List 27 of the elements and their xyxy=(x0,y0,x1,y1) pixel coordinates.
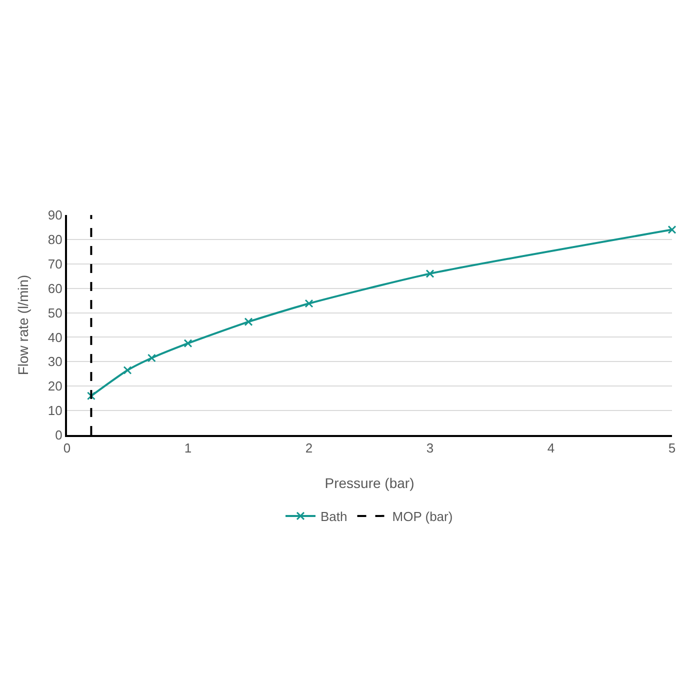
y-axis-title: Flow rate (l/min) xyxy=(15,274,31,376)
point xyxy=(426,269,434,278)
point xyxy=(123,366,132,374)
point xyxy=(244,318,253,326)
y-tick-label: 80 xyxy=(48,232,62,247)
x-axis-title: Pressure (bar) xyxy=(324,475,414,491)
y-tick-label: 30 xyxy=(48,354,62,370)
y-tick-label: 20 xyxy=(48,378,62,394)
x-tick-label: 3 xyxy=(426,440,434,456)
y-tick-label: 60 xyxy=(48,280,62,296)
x-tick-label: 5 xyxy=(668,440,676,456)
y-tick-label: 0 xyxy=(55,428,62,443)
legend-label: MOP (bar) xyxy=(392,509,453,524)
x-tick-label: 1 xyxy=(184,440,192,456)
point xyxy=(147,354,156,362)
y-tick-label: 70 xyxy=(48,256,62,272)
x-tick-label: 2 xyxy=(305,440,313,456)
point xyxy=(304,299,314,308)
y-tick-label: 40 xyxy=(48,330,62,345)
point xyxy=(668,225,676,234)
y-tick-label: 50 xyxy=(48,305,62,320)
point xyxy=(86,392,96,400)
legend-label: Bath xyxy=(320,509,348,524)
x-tick-label: 4 xyxy=(547,440,555,456)
y-tick-label: 10 xyxy=(48,403,62,418)
point xyxy=(184,339,192,348)
y-tick-label: 90 xyxy=(48,208,62,223)
